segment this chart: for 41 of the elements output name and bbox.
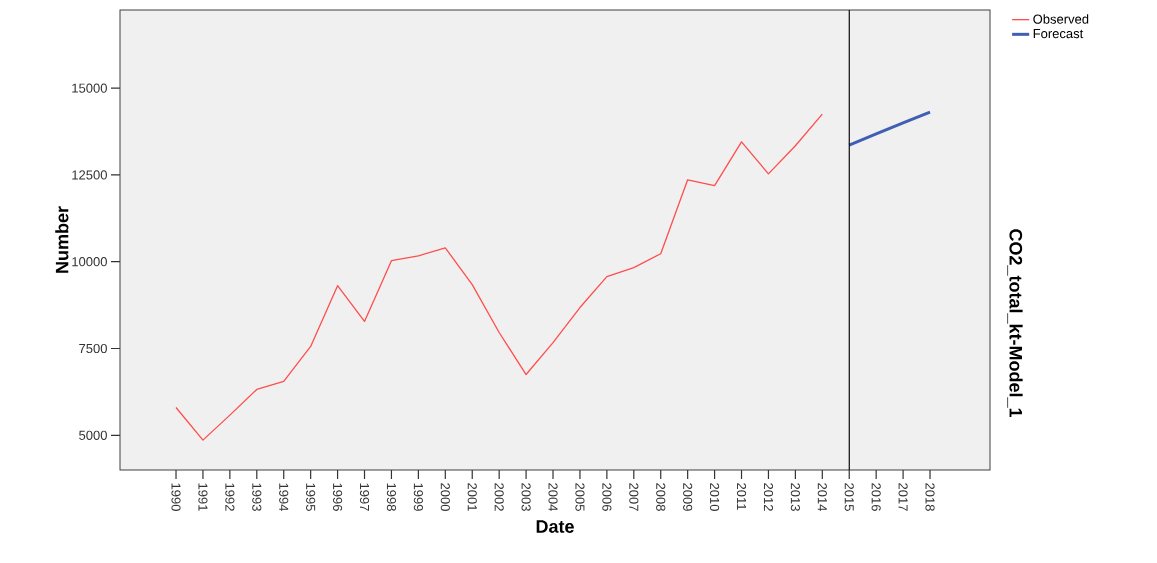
x-tick-label: 2015 xyxy=(844,483,854,511)
x-tick-label: 1993 xyxy=(252,483,262,511)
line-series xyxy=(847,110,932,147)
x-tick-label: 2005 xyxy=(575,483,585,511)
line-series xyxy=(175,113,823,441)
x-tick-label: 2016 xyxy=(871,483,881,511)
x-tick-label: 2009 xyxy=(683,483,693,511)
x-tick-label: 2018 xyxy=(925,483,935,511)
x-tick-label: 2001 xyxy=(467,483,477,511)
x-tick-label: 2008 xyxy=(656,483,666,511)
x-tick-label: 2003 xyxy=(521,483,531,511)
x-tick-label: 1995 xyxy=(306,483,316,511)
y-tick-label: 15000 xyxy=(72,83,107,93)
x-tick-label: 1996 xyxy=(332,483,343,511)
y-axis-title: Number xyxy=(55,206,69,273)
y-tick-label: 12500 xyxy=(72,170,107,180)
x-tick-label: 2017 xyxy=(898,483,908,511)
legend-label: Observed xyxy=(1033,14,1089,24)
x-tick-label: 2011 xyxy=(736,483,747,510)
y-tick-label: 10000 xyxy=(72,257,107,267)
x-tick-label: 2012 xyxy=(763,483,774,511)
x-tick-label: 1997 xyxy=(359,483,370,511)
x-tick-label: 2000 xyxy=(440,483,450,511)
x-tick-label: 1991 xyxy=(198,483,208,511)
y-tick-label: 7500 xyxy=(79,343,107,354)
x-tick-label: 2007 xyxy=(629,483,639,511)
x-tick-label: 1999 xyxy=(413,483,423,511)
y-tick-label: 5000 xyxy=(79,430,107,440)
y2-axis-title: CO2_total_kt-Model_1 xyxy=(1007,229,1023,418)
x-tick-label: 2010 xyxy=(709,483,720,511)
x-tick-label: 2014 xyxy=(817,483,827,512)
x-tick-label: 2004 xyxy=(548,483,558,512)
legend-label: Forecast xyxy=(1033,29,1084,39)
x-tick-label: 1992 xyxy=(225,483,235,511)
x-tick-label: 1990 xyxy=(171,483,181,511)
x-tick-label: 1998 xyxy=(386,483,397,511)
x-tick-label: 2006 xyxy=(602,483,612,511)
x-tick-label: 2013 xyxy=(790,483,800,511)
x-tick-label: 1994 xyxy=(279,483,289,512)
x-axis-title: Date xyxy=(536,520,574,533)
x-tick-label: 2002 xyxy=(494,483,504,511)
